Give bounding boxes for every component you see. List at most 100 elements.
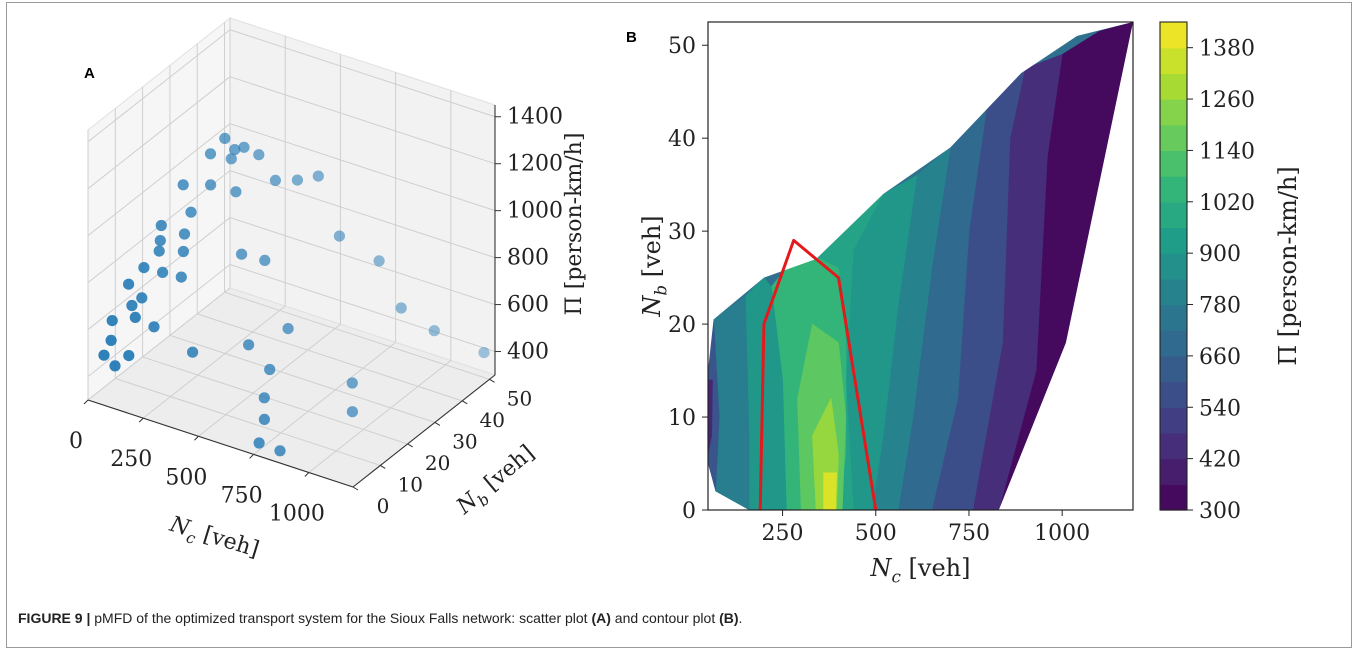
y-tick	[461, 400, 468, 405]
colorbar-tick-label: 1380	[1199, 37, 1255, 62]
colorbar-tick-label: 1260	[1199, 88, 1255, 113]
colorbar-band	[1160, 304, 1187, 331]
grid-line	[169, 334, 436, 423]
grid-line	[115, 377, 381, 466]
z-axis-label: Π [person-km/h]	[562, 133, 587, 316]
scatter-point	[106, 315, 118, 327]
grid-line	[87, 287, 231, 401]
figure-frame	[6, 2, 1352, 648]
scatter-point	[258, 392, 270, 404]
y-tick-label: 0	[682, 499, 696, 524]
x-tick-label: 750	[948, 521, 990, 546]
scatter-point	[105, 334, 117, 346]
y-axis-line	[352, 374, 496, 488]
y-tick-label: 0	[377, 494, 390, 518]
y-tick	[434, 421, 441, 426]
colorbar-band	[1160, 484, 1187, 511]
scatter-point	[129, 311, 141, 323]
colorbar-band	[1160, 432, 1187, 460]
colorbar-band	[1160, 124, 1187, 151]
colorbar-label: Π [person-km/h]	[1274, 166, 1302, 366]
scatter-point	[346, 377, 358, 389]
scatter-point	[98, 349, 110, 361]
scatter-point	[428, 325, 440, 337]
scatter-point	[177, 179, 189, 191]
scatter-point	[175, 271, 187, 283]
scatter-points	[98, 132, 490, 457]
colorbar-band	[1160, 407, 1187, 434]
z-tick-label: 1000	[507, 199, 563, 224]
z-tick-label: 1400	[507, 105, 563, 130]
colorbar-band	[1160, 22, 1187, 49]
scatter-point	[264, 363, 276, 376]
scatter-point	[204, 148, 217, 160]
colorbar-band	[1160, 47, 1187, 74]
scatter-point	[109, 360, 121, 372]
scatter-point	[123, 350, 135, 362]
scatter-point	[312, 170, 324, 182]
x-tick-label: 1000	[1034, 521, 1090, 546]
x-tick-label: 250	[110, 447, 152, 472]
grid-line	[229, 264, 496, 352]
colorbar-tick-label: 660	[1199, 345, 1241, 370]
colorbar-frame	[1159, 21, 1188, 511]
scatter-point	[259, 254, 271, 266]
contour-region	[823, 472, 837, 510]
scatter-point	[274, 445, 286, 457]
scatter-point	[157, 266, 169, 278]
grid-line	[142, 305, 286, 419]
caption-text-2: and contour plot	[610, 610, 720, 626]
scatter-point	[153, 245, 165, 257]
grid-line	[253, 341, 396, 455]
contour-axes: 250 500 750 1000 0 10 20 30 40 50 Nc [veh] Nb [veh]	[638, 21, 1134, 587]
scatter-point	[333, 230, 345, 242]
grid-line	[308, 360, 452, 473]
scatter-point	[238, 141, 250, 153]
x-tick	[304, 472, 310, 477]
grid-line	[197, 313, 463, 402]
colorbar-band	[1160, 176, 1187, 203]
grid-line	[229, 217, 496, 306]
x-tick	[194, 435, 199, 441]
grid-line	[87, 123, 231, 237]
grid-line	[142, 356, 408, 445]
panel-a-label: A	[84, 65, 95, 82]
colorbar-band	[1160, 73, 1187, 100]
scatter-point	[395, 302, 407, 314]
z-tick-label: 600	[507, 293, 549, 318]
scatter-point	[126, 299, 138, 312]
scatter-point	[187, 346, 199, 358]
scatter-point	[236, 248, 248, 260]
x-tick	[138, 417, 144, 423]
z-tick-label: 400	[507, 340, 549, 365]
colorbar-band	[1160, 227, 1187, 254]
contour-region	[708, 379, 713, 455]
scatter-point	[253, 437, 265, 449]
y-axis-label: Nb [veh]	[638, 215, 671, 317]
scatter-point	[269, 174, 281, 186]
y-tick	[352, 486, 359, 491]
caption-ref-b: (B)	[719, 610, 739, 626]
scatter-point	[225, 153, 237, 165]
colorbar-tick-label: 780	[1199, 294, 1241, 319]
grid-line	[87, 29, 231, 143]
x-axis-label: Nc [veh]	[165, 512, 262, 567]
scatter-point	[123, 278, 135, 290]
scatter-point	[346, 406, 358, 418]
scatter-point	[253, 149, 265, 161]
grid-line	[229, 29, 496, 118]
colorbar-tick-label: 540	[1199, 396, 1241, 421]
scatter-point	[478, 347, 490, 359]
grid-line	[229, 76, 496, 165]
y-tick-label: 10	[398, 472, 423, 496]
figure-caption: FIGURE 9 | pMFD of the optimized transpo…	[18, 610, 1338, 626]
scatter-point	[243, 339, 255, 351]
y-tick-label: 40	[480, 408, 505, 432]
colorbar-tick-label: 300	[1199, 499, 1241, 524]
3d-axes-grid	[87, 18, 496, 488]
grid-line	[87, 264, 231, 377]
x-tick-label: 1000	[269, 502, 325, 527]
